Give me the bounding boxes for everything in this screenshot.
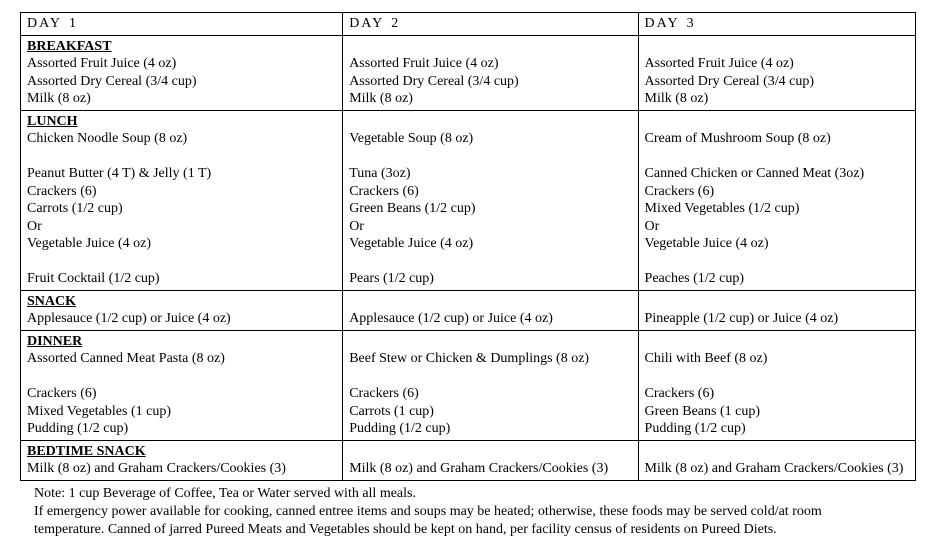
header-day3: DAY 3 — [638, 13, 915, 36]
lunch-day1: LUNCH Chicken Noodle Soup (8 oz) Peanut … — [21, 110, 343, 290]
menu-item: Or — [27, 218, 336, 236]
breakfast-day1: BREAKFAST Assorted Fruit Juice (4 oz) As… — [21, 35, 343, 110]
menu-item: Pears (1/2 cup) — [349, 270, 631, 288]
meal-heading-lunch: LUNCH — [27, 113, 336, 131]
snack-day3: Pineapple (1/2 cup) or Juice (4 oz) — [638, 290, 915, 330]
menu-item: Milk (8 oz) — [27, 90, 336, 108]
menu-item — [349, 368, 631, 386]
menu-item: Assorted Dry Cereal (3/4 cup) — [645, 73, 909, 91]
dinner-day2: Beef Stew or Chicken & Dumplings (8 oz) … — [343, 330, 638, 440]
dinner-day1: DINNER Assorted Canned Meat Pasta (8 oz)… — [21, 330, 343, 440]
menu-item — [645, 148, 909, 166]
menu-item: Peaches (1/2 cup) — [645, 270, 909, 288]
menu-item: Canned Chicken or Canned Meat (3oz) — [645, 165, 909, 183]
menu-item — [27, 148, 336, 166]
menu-item: Pudding (1/2 cup) — [27, 420, 336, 438]
header-day1: DAY 1 — [21, 13, 343, 36]
snack-day2: Applesauce (1/2 cup) or Juice (4 oz) — [343, 290, 638, 330]
menu-item: Green Beans (1/2 cup) — [349, 200, 631, 218]
menu-item: Mixed Vegetables (1/2 cup) — [645, 200, 909, 218]
row-snack: SNACK Applesauce (1/2 cup) or Juice (4 o… — [21, 290, 916, 330]
note-line: If emergency power available for cooking… — [34, 503, 916, 521]
menu-item: Assorted Dry Cereal (3/4 cup) — [27, 73, 336, 91]
menu-item: Vegetable Soup (8 oz) — [349, 130, 631, 148]
menu-item: Milk (8 oz) — [645, 90, 909, 108]
menu-item: Pineapple (1/2 cup) or Juice (4 oz) — [645, 310, 909, 328]
day-label: DAY — [27, 16, 62, 31]
menu-item: Milk (8 oz) — [349, 90, 631, 108]
menu-item: Crackers (6) — [349, 183, 631, 201]
menu-item: Crackers (6) — [349, 385, 631, 403]
breakfast-day3: Assorted Fruit Juice (4 oz) Assorted Dry… — [638, 35, 915, 110]
menu-item: Green Beans (1 cup) — [645, 403, 909, 421]
menu-item: Carrots (1/2 cup) — [27, 200, 336, 218]
day-label: DAY — [349, 16, 384, 31]
menu-item — [349, 148, 631, 166]
menu-item — [645, 253, 909, 271]
note-line: Note: 1 cup Beverage of Coffee, Tea or W… — [34, 485, 916, 503]
day-number: 1 — [69, 16, 76, 31]
row-bedtime: BEDTIME SNACK Milk (8 oz) and Graham Cra… — [21, 440, 916, 480]
day-number: 2 — [391, 16, 398, 31]
menu-item — [349, 253, 631, 271]
menu-item — [27, 368, 336, 386]
menu-item: Fruit Cocktail (1/2 cup) — [27, 270, 336, 288]
bedtime-day1: BEDTIME SNACK Milk (8 oz) and Graham Cra… — [21, 440, 343, 480]
snack-day1: SNACK Applesauce (1/2 cup) or Juice (4 o… — [21, 290, 343, 330]
menu-item: Pudding (1/2 cup) — [645, 420, 909, 438]
menu-item: Vegetable Juice (4 oz) — [27, 235, 336, 253]
menu-item: Beef Stew or Chicken & Dumplings (8 oz) — [349, 350, 631, 368]
menu-item — [645, 368, 909, 386]
menu-item: Vegetable Juice (4 oz) — [349, 235, 631, 253]
lunch-day2: Vegetable Soup (8 oz) Tuna (3oz) Cracker… — [343, 110, 638, 290]
menu-item: Chicken Noodle Soup (8 oz) — [27, 130, 336, 148]
breakfast-day2: Assorted Fruit Juice (4 oz) Assorted Dry… — [343, 35, 638, 110]
menu-item: Pudding (1/2 cup) — [349, 420, 631, 438]
menu-item: Carrots (1 cup) — [349, 403, 631, 421]
day-label: DAY — [645, 16, 680, 31]
menu-item: Cream of Mushroom Soup (8 oz) — [645, 130, 909, 148]
menu-item — [27, 253, 336, 271]
menu-item: Milk (8 oz) and Graham Crackers/Cookies … — [27, 460, 336, 478]
menu-item: Assorted Fruit Juice (4 oz) — [349, 55, 631, 73]
lunch-day3: Cream of Mushroom Soup (8 oz) Canned Chi… — [638, 110, 915, 290]
menu-item: Crackers (6) — [645, 385, 909, 403]
menu-item: Peanut Butter (4 T) & Jelly (1 T) — [27, 165, 336, 183]
bedtime-day2: Milk (8 oz) and Graham Crackers/Cookies … — [343, 440, 638, 480]
menu-item: Milk (8 oz) and Graham Crackers/Cookies … — [349, 460, 631, 478]
bedtime-day3: Milk (8 oz) and Graham Crackers/Cookies … — [638, 440, 915, 480]
menu-table: DAY 1 DAY 2 DAY 3 BREAKFAST Assorted Fru… — [20, 12, 916, 481]
menu-item: Assorted Fruit Juice (4 oz) — [645, 55, 909, 73]
row-dinner: DINNER Assorted Canned Meat Pasta (8 oz)… — [21, 330, 916, 440]
menu-item: Assorted Canned Meat Pasta (8 oz) — [27, 350, 336, 368]
menu-item: Chili with Beef (8 oz) — [645, 350, 909, 368]
menu-item: Applesauce (1/2 cup) or Juice (4 oz) — [349, 310, 631, 328]
meal-heading-bedtime: BEDTIME SNACK — [27, 443, 336, 461]
menu-item: Vegetable Juice (4 oz) — [645, 235, 909, 253]
row-breakfast: BREAKFAST Assorted Fruit Juice (4 oz) As… — [21, 35, 916, 110]
meal-heading-breakfast: BREAKFAST — [27, 38, 336, 56]
notes-section: Note: 1 cup Beverage of Coffee, Tea or W… — [20, 485, 916, 540]
dinner-day3: Chili with Beef (8 oz) Crackers (6) Gree… — [638, 330, 915, 440]
day-number: 3 — [687, 16, 694, 31]
header-row: DAY 1 DAY 2 DAY 3 — [21, 13, 916, 36]
menu-item: Milk (8 oz) and Graham Crackers/Cookies … — [645, 460, 909, 478]
header-day2: DAY 2 — [343, 13, 638, 36]
meal-heading-dinner: DINNER — [27, 333, 336, 351]
menu-item: Applesauce (1/2 cup) or Juice (4 oz) — [27, 310, 336, 328]
menu-item: Crackers (6) — [27, 385, 336, 403]
menu-item: Tuna (3oz) — [349, 165, 631, 183]
menu-item: Assorted Fruit Juice (4 oz) — [27, 55, 336, 73]
row-lunch: LUNCH Chicken Noodle Soup (8 oz) Peanut … — [21, 110, 916, 290]
menu-item: Mixed Vegetables (1 cup) — [27, 403, 336, 421]
note-line: temperature. Canned of jarred Pureed Mea… — [34, 521, 916, 539]
menu-item: Crackers (6) — [645, 183, 909, 201]
menu-item: Or — [349, 218, 631, 236]
menu-item: Assorted Dry Cereal (3/4 cup) — [349, 73, 631, 91]
menu-item: Crackers (6) — [27, 183, 336, 201]
meal-heading-snack: SNACK — [27, 293, 336, 311]
menu-item: Or — [645, 218, 909, 236]
